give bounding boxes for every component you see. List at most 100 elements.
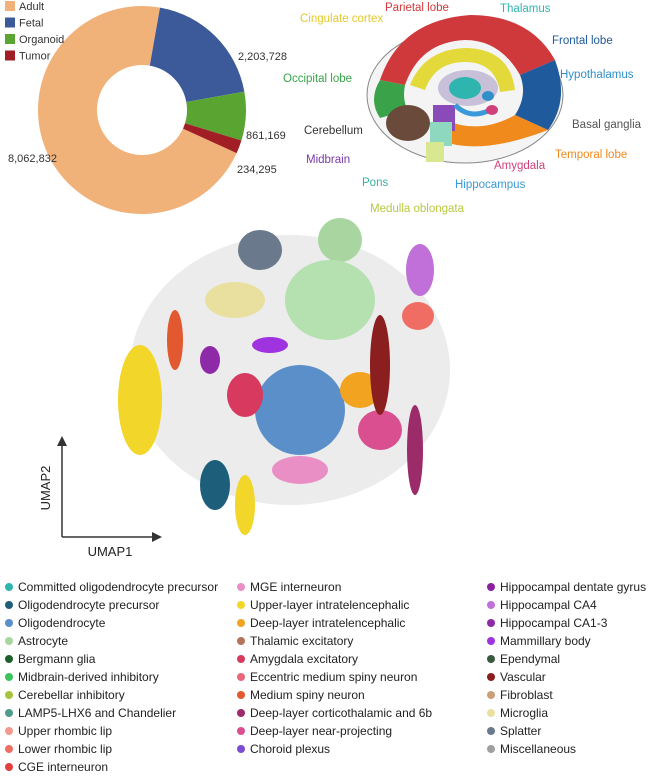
legend-swatch: [5, 1, 15, 11]
legend-dot: [487, 637, 495, 645]
legend-dot: [237, 637, 245, 645]
cluster: [255, 365, 345, 455]
brain-label: Midbrain: [306, 154, 350, 166]
legend-dot: [5, 637, 13, 645]
legend-label: Lower rhombic lip: [18, 742, 112, 756]
cluster: [200, 460, 230, 510]
legend-swatch: [5, 17, 15, 28]
umap-plot: UMAP1 UMAP2: [38, 218, 450, 559]
donut-slice: [185, 91, 247, 141]
legend-label: Splatter: [500, 724, 541, 738]
x-axis-label: UMAP1: [88, 544, 133, 559]
brain-label: Medulla oblongata: [370, 203, 465, 215]
donut-chart: 8,062,832 2,203,728 861,169 234,295 Adult Fet…: [5, 1, 287, 214]
legend-dot: [237, 583, 245, 591]
cluster: [402, 302, 434, 330]
legend-label: Upper rhombic lip: [18, 724, 112, 738]
cluster: [252, 337, 288, 353]
brain-label: Cingulate cortex: [300, 13, 383, 25]
legend-dot: [237, 709, 245, 717]
cluster: [370, 315, 390, 415]
legend-label: Oligodendrocyte precursor: [18, 598, 159, 612]
cluster: [358, 410, 402, 450]
cluster: [118, 345, 162, 455]
legend: Committed oligodendrocyte precursor Oligo…: [5, 580, 646, 774]
legend-swatch: [5, 50, 15, 61]
legend-label: Committed oligodendrocyte precursor: [18, 580, 218, 594]
legend-dot: [5, 601, 13, 609]
legend-dot: [5, 673, 13, 681]
donut-slice: [182, 123, 242, 154]
legend-dot: [487, 727, 495, 735]
legend-label: Vascular: [500, 670, 546, 684]
legend-label: Amygdala excitatory: [250, 652, 358, 666]
pons-region: [430, 122, 452, 146]
legend-swatch: [5, 34, 15, 44]
amygdala-region: [486, 105, 498, 115]
legend-label: Bergmann glia: [18, 652, 96, 666]
cluster: [235, 475, 255, 535]
donut-slice: [149, 7, 245, 103]
y-arrowhead: [57, 436, 67, 446]
legend-dot: [237, 619, 245, 627]
brain-label: Amygdala: [494, 160, 546, 172]
legend-label: Medium spiny neuron: [250, 688, 365, 702]
cluster: [407, 405, 423, 495]
legend-label: Eccentric medium spiny neuron: [250, 670, 417, 684]
legend-label: Hippocampal CA4: [500, 598, 597, 612]
legend-label: Microglia: [500, 706, 548, 720]
cluster: [285, 260, 375, 340]
legend-dot: [5, 745, 13, 753]
cluster: [238, 230, 282, 270]
legend-label: Deep-layer corticothalamic and 6b: [250, 706, 432, 720]
legend-label: Upper-layer intratelencephalic: [250, 598, 409, 612]
brain-label: Thalamus: [500, 3, 551, 15]
brain-label: Cerebellum: [304, 125, 363, 137]
cluster: [406, 244, 434, 296]
brain-label: Basal ganglia: [572, 119, 642, 131]
legend-label: Midbrain-derived inhibitory: [18, 670, 159, 684]
brain-label: Frontal lobe: [552, 35, 613, 47]
legend-label: Choroid plexus: [250, 742, 330, 756]
brain-label: Temporal lobe: [555, 149, 627, 161]
cluster: [272, 456, 328, 484]
cluster: [227, 373, 263, 417]
legend-dot: [487, 709, 495, 717]
legend-dot: [5, 727, 13, 735]
legend-label: Adult: [19, 1, 44, 13]
legend-dot: [487, 655, 495, 663]
medulla-region: [426, 142, 444, 162]
x-arrowhead: [152, 532, 162, 542]
legend-dot: [237, 601, 245, 609]
legend-label: Deep-layer near-projecting: [250, 724, 392, 738]
legend-dot: [487, 691, 495, 699]
legend-label: Tumor: [19, 51, 51, 63]
hypothalamus-region: [482, 91, 494, 101]
legend-label: Hippocampal CA1-3: [500, 616, 608, 630]
value-label: 234,295: [237, 164, 277, 176]
cluster: [340, 372, 380, 408]
legend-label: Deep-layer intratelencephalic: [250, 616, 405, 630]
legend-dot: [237, 673, 245, 681]
y-axis-label: UMAP2: [38, 466, 53, 511]
brain-label: Parietal lobe: [385, 2, 449, 14]
legend-label: Hippocampal dentate gyrus: [500, 580, 646, 594]
legend-label: Organoid: [19, 34, 64, 46]
legend-dot: [5, 691, 13, 699]
legend-label: Fetal: [19, 18, 43, 30]
brain-label: Hypothalamus: [560, 69, 634, 81]
legend-label: Fibroblast: [500, 688, 553, 702]
legend-dot: [487, 619, 495, 627]
legend-dot: [237, 691, 245, 699]
donut-slice: [38, 5, 237, 214]
legend-dot: [237, 655, 245, 663]
brain-label: Occipital lobe: [283, 73, 352, 85]
legend-label: Ependymal: [500, 652, 560, 666]
temporal-region: [430, 115, 548, 147]
legend-dot: [237, 727, 245, 735]
value-label: 861,169: [246, 130, 286, 142]
legend-label: Cerebellar inhibitory: [18, 688, 125, 702]
cluster: [167, 310, 183, 370]
legend-dot: [487, 745, 495, 753]
